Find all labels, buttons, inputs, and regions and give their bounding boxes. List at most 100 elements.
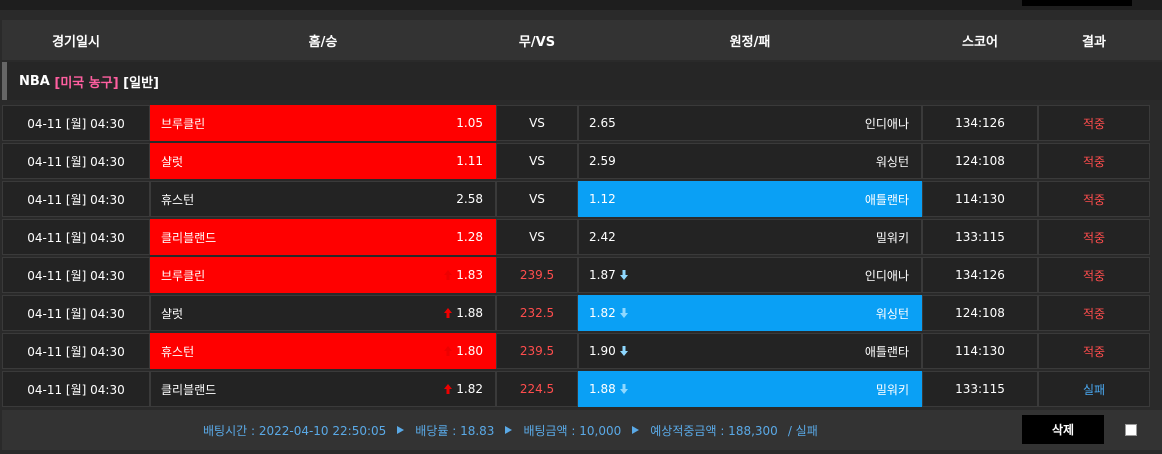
expected-amount: 예상적중금액 : 188,300 xyxy=(650,423,778,438)
cell: 샬럿 1.11 xyxy=(150,143,496,179)
cell: 1.12 애틀랜타 xyxy=(578,181,922,217)
cell: 2.42 밀워키 xyxy=(578,219,922,255)
top-button[interactable] xyxy=(1022,0,1132,6)
down-arrow xyxy=(619,270,628,280)
league-kind: [일반] xyxy=(123,75,159,91)
bet-amount: 배팅금액 : 10,000 xyxy=(523,423,622,438)
home-odds: 1.88 xyxy=(456,306,483,320)
cell: 1.82 워싱턴 xyxy=(578,295,922,331)
column-header: 무/VS xyxy=(518,34,556,50)
home-odds: 1.80 xyxy=(456,344,483,358)
bet-status: / 실패 xyxy=(787,423,818,438)
cell: 적중 xyxy=(1038,219,1150,255)
result: 적중 xyxy=(1082,192,1106,207)
down-arrow xyxy=(619,384,628,394)
away-odds: 2.65 xyxy=(589,116,616,130)
header-row xyxy=(2,20,1162,60)
cell: 232.5 xyxy=(496,295,578,331)
cell: 114:130 xyxy=(922,333,1038,369)
home-team: 휴스턴 xyxy=(161,344,195,359)
date: 04-11 [월] 04:30 xyxy=(27,192,125,207)
mid: 224.5 xyxy=(519,382,555,396)
score: 124:108 xyxy=(955,306,1005,320)
cell: VS xyxy=(496,143,578,179)
top-strip xyxy=(0,0,1162,10)
cell: 적중 xyxy=(1038,333,1150,369)
cell: 휴스턴 1.80 xyxy=(150,333,496,369)
away-team: 애틀랜타 xyxy=(864,192,909,207)
away-team: 인디애나 xyxy=(864,116,909,131)
league-name: NBA xyxy=(19,73,50,89)
date: 04-11 [월] 04:30 xyxy=(27,382,125,397)
cell: 1.90 애틀랜타 xyxy=(578,333,922,369)
cell: 적중 xyxy=(1038,257,1150,293)
cell: 04-11 [월] 04:30 xyxy=(2,333,150,369)
result: 적중 xyxy=(1082,154,1106,169)
away-team: 애틀랜타 xyxy=(864,344,909,359)
down-arrow xyxy=(619,308,628,318)
home-team: 휴스턴 xyxy=(161,192,195,207)
cell: 2.65 인디애나 xyxy=(578,105,922,141)
date: 04-11 [월] 04:30 xyxy=(27,154,125,169)
mid: VS xyxy=(529,192,545,206)
cell: VS xyxy=(496,219,578,255)
league-row: NBA [미국 농구] [일반] xyxy=(2,62,1162,100)
home-team: 브루클린 xyxy=(161,116,206,131)
mid: VS xyxy=(529,154,545,168)
column-header: 홈/승 xyxy=(308,34,338,50)
home-team: 샬럿 xyxy=(161,154,184,169)
result: 적중 xyxy=(1082,230,1106,245)
bet-time: 배팅시간 : 2022-04-10 22:50:05 xyxy=(203,423,387,438)
cell: 샬럿 1.88 xyxy=(150,295,496,331)
away-odds: 1.90 xyxy=(589,344,616,358)
date: 04-11 [월] 04:30 xyxy=(27,230,125,245)
result: 적중 xyxy=(1082,116,1106,131)
away-odds: 1.12 xyxy=(589,192,616,206)
away-odds: 1.88 xyxy=(589,382,616,396)
date: 04-11 [월] 04:30 xyxy=(27,116,125,131)
score: 133:115 xyxy=(955,230,1005,244)
score: 114:130 xyxy=(955,192,1005,206)
home-odds: 1.82 xyxy=(456,382,483,396)
home-odds: 1.28 xyxy=(456,230,483,244)
cell: 114:130 xyxy=(922,181,1038,217)
checkbox[interactable] xyxy=(1125,424,1137,436)
mid: 239.5 xyxy=(519,344,555,358)
cell: 224.5 xyxy=(496,371,578,407)
cell: 134:126 xyxy=(922,257,1038,293)
home-odds: 1.11 xyxy=(456,154,483,168)
cell: 124:108 xyxy=(922,143,1038,179)
cell: 적중 xyxy=(1038,295,1150,331)
cell: 04-11 [월] 04:30 xyxy=(2,219,150,255)
away-odds: 2.59 xyxy=(589,154,616,168)
away-odds: 2.42 xyxy=(589,230,616,244)
away-team: 워싱턴 xyxy=(875,306,909,321)
score: 134:126 xyxy=(955,268,1005,282)
away-team: 밀워키 xyxy=(875,382,909,397)
cell: VS xyxy=(496,181,578,217)
cell: 클리블랜드 1.82 xyxy=(150,371,496,407)
footer: 배팅시간 : 2022-04-10 22:50:05 배당률 : 18.83 배… xyxy=(2,410,1162,450)
date: 04-11 [월] 04:30 xyxy=(27,268,125,283)
bet-rate: 배당률 : 18.83 xyxy=(415,423,495,438)
cell: 04-11 [월] 04:30 xyxy=(2,295,150,331)
cell: 133:115 xyxy=(922,371,1038,407)
cell: 133:115 xyxy=(922,219,1038,255)
cell: 04-11 [월] 04:30 xyxy=(2,181,150,217)
cell: 클리블랜드 1.28 xyxy=(150,219,496,255)
away-team: 밀워키 xyxy=(875,230,909,245)
cell: 1.87 인디애나 xyxy=(578,257,922,293)
delete-button[interactable]: 삭제 xyxy=(1022,415,1104,444)
cell: 적중 xyxy=(1038,181,1150,217)
cell: 04-11 [월] 04:30 xyxy=(2,105,150,141)
result: 적중 xyxy=(1082,344,1106,359)
cell: 124:108 xyxy=(922,295,1038,331)
home-team: 클리블랜드 xyxy=(161,230,217,245)
down-arrow xyxy=(619,346,628,356)
mid: 232.5 xyxy=(519,306,555,320)
cell: 2.59 워싱턴 xyxy=(578,143,922,179)
up-arrow xyxy=(444,308,453,318)
cell: 휴스턴 2.58 xyxy=(150,181,496,217)
up-arrow xyxy=(444,384,453,394)
away-odds: 1.82 xyxy=(589,306,616,320)
